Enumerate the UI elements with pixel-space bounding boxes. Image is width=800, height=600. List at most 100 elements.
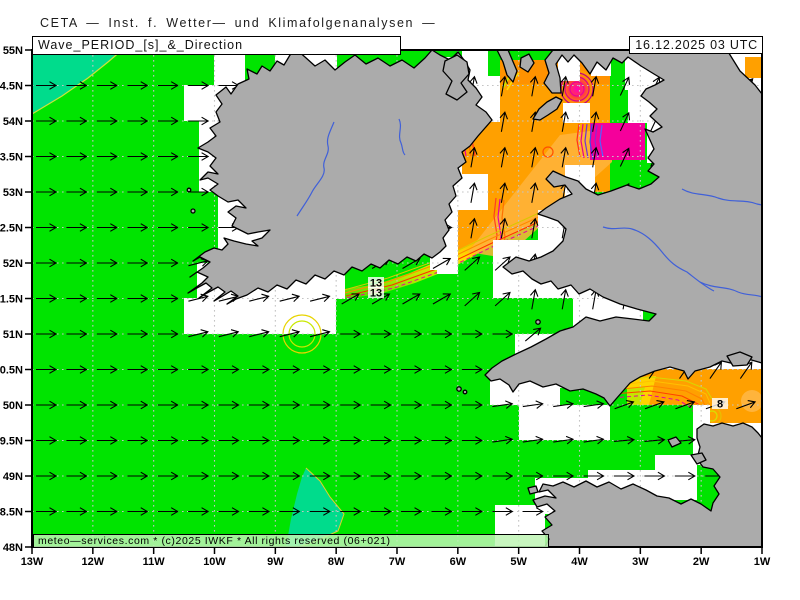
- wave-direction-arrow: [590, 146, 600, 168]
- wave-direction-arrow: [36, 223, 58, 232]
- wave-direction-arrow: [66, 329, 88, 339]
- field-shape: [343, 204, 556, 299]
- wave-direction-arrow: [188, 436, 210, 445]
- ireland-landmass: [187, 49, 493, 305]
- wave-direction-arrow: [248, 436, 271, 445]
- wave-direction-arrow: [218, 436, 240, 445]
- contour-value-label: 13: [370, 278, 382, 290]
- islay-island: [442, 54, 470, 101]
- wave-direction-arrow: [522, 471, 544, 481]
- field-shape: [612, 380, 711, 404]
- wave-direction-arrow: [309, 329, 331, 338]
- wave-direction-arrow: [432, 257, 452, 269]
- wave-direction-arrow: [644, 400, 665, 410]
- wave-direction-arrow: [96, 81, 118, 90]
- wave-direction-arrow: [644, 471, 666, 481]
- wave-direction-arrow: [309, 400, 331, 410]
- lon-label: 2W: [693, 556, 710, 568]
- field-shape: [745, 57, 762, 78]
- field-shape: [31, 49, 123, 115]
- wave-direction-arrow: [461, 507, 483, 516]
- field-shape: [569, 81, 585, 97]
- wave-direction-arrow: [340, 507, 362, 516]
- wave-direction-arrow: [127, 471, 149, 481]
- wave-direction-arrow: [469, 217, 478, 239]
- wave-direction-arrow: [401, 507, 423, 516]
- wave-direction-arrow: [188, 116, 210, 126]
- wave-direction-arrow: [157, 187, 179, 197]
- wave-direction-arrow: [157, 400, 179, 410]
- wave-direction-arrow: [370, 507, 392, 516]
- wave-direction-arrow: [309, 471, 331, 481]
- wave-direction-arrow: [309, 436, 331, 445]
- lat-label: 54.5N: [0, 81, 23, 93]
- wave-direction-arrow: [461, 436, 483, 445]
- wave-direction-arrow: [66, 507, 88, 516]
- wave-direction-arrow: [499, 146, 508, 168]
- wave-direction-arrow: [370, 329, 392, 339]
- wave-direction-arrow: [499, 75, 508, 97]
- rivers: [296, 118, 763, 298]
- wave-direction-arrow: [370, 436, 392, 445]
- wave-direction-arrow: [157, 258, 179, 268]
- lat-label: 53N: [3, 187, 23, 199]
- wave-direction-arrow: [96, 152, 118, 161]
- wave-direction-arrow: [469, 182, 478, 203]
- wave-direction-arrow: [401, 436, 423, 445]
- isle-of-man: [532, 96, 563, 121]
- lon-label: 12W: [82, 556, 105, 568]
- field-shape: [612, 385, 707, 409]
- axis-labels: 55N 54.5N 54N 53.5N 53N 52.5N 52N 51.5N 51N 50.5N…: [0, 45, 771, 568]
- wave-direction-arrow: [127, 400, 149, 410]
- wave-direction-arrow: [96, 400, 118, 410]
- field-shape: [584, 123, 589, 159]
- wave-direction-arrow: [66, 81, 88, 90]
- wave-direction-arrow: [127, 436, 149, 445]
- no-data-cell: [563, 103, 590, 123]
- wave-direction-arrow: [248, 365, 271, 374]
- wave-direction-arrow: [469, 146, 478, 168]
- wave-direction-arrow: [499, 217, 508, 239]
- wave-direction-arrow: [66, 152, 88, 161]
- field-shape: [594, 124, 599, 159]
- wave-direction-arrow: [279, 436, 301, 445]
- lon-label: 7W: [389, 556, 406, 568]
- wave-direction-arrow: [66, 436, 88, 445]
- wave-direction-arrow: [36, 507, 58, 516]
- wave-direction-arrow: [279, 329, 301, 338]
- wave-direction-arrow: [96, 187, 118, 197]
- wave-direction-arrow: [157, 365, 179, 374]
- wave-direction-arrow: [127, 258, 149, 268]
- value-label-chip: [368, 287, 384, 298]
- value-label-chip: [368, 277, 384, 288]
- isle-of-wight: [726, 351, 753, 367]
- wave-direction-arrow: [492, 471, 514, 481]
- field-shape: [599, 124, 604, 158]
- wave-direction-arrow: [309, 293, 331, 302]
- lon-label: 8W: [328, 556, 345, 568]
- lon-label: 11W: [143, 556, 166, 568]
- wave-direction-arrow: [96, 223, 118, 232]
- lon-label: 10W: [203, 556, 226, 568]
- wave-direction-arrow: [560, 288, 569, 310]
- wave-direction-arrow: [402, 293, 421, 305]
- wave-direction-arrow: [431, 329, 453, 339]
- value-label-chip: [712, 398, 728, 409]
- wave-direction-arrow: [619, 111, 631, 132]
- wave-direction-arrow: [188, 152, 210, 161]
- wave-direction-arrow: [736, 400, 757, 410]
- lat-label: 52N: [3, 258, 23, 270]
- contour-value-label: 8: [717, 399, 723, 411]
- wave-direction-arrow: [188, 365, 210, 374]
- wave-direction-arrow: [560, 146, 569, 168]
- wave-direction-arrow: [401, 471, 423, 481]
- wave-direction-arrow: [249, 293, 270, 302]
- ushant-island: [527, 485, 539, 495]
- wave-direction-arrow: [401, 400, 423, 410]
- field-shape: [590, 123, 645, 160]
- wave-direction-arrow: [619, 147, 631, 167]
- wave-direction-arrow: [492, 400, 514, 409]
- wave-direction-arrow: [614, 400, 635, 410]
- field-shape: [346, 217, 553, 299]
- wave-direction-arrow: [279, 400, 301, 410]
